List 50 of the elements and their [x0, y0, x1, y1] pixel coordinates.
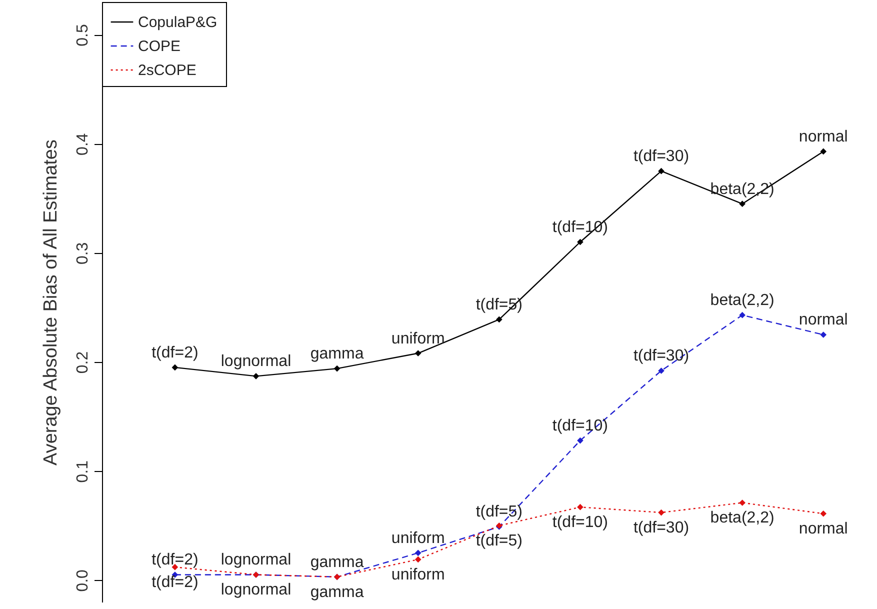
point — [820, 148, 827, 155]
category-label: gamma — [310, 584, 364, 601]
point — [739, 200, 746, 207]
category-label: beta(2,2) — [710, 292, 774, 310]
legend-label: 2sCOPE — [138, 62, 196, 79]
category-label: t(df=10) — [552, 418, 608, 435]
point — [658, 509, 664, 516]
category-label: uniform — [391, 566, 445, 584]
y-tick-label: 0.2 — [74, 351, 92, 374]
y-tick-label: 0.3 — [74, 242, 92, 265]
y-tick-label: 0.4 — [74, 133, 92, 156]
point — [577, 437, 584, 444]
point — [658, 368, 664, 374]
category-label: t(df=10) — [552, 514, 608, 532]
point — [414, 350, 422, 356]
point — [496, 316, 502, 323]
category-label: gamma — [310, 346, 364, 363]
x-tick-label: gamma — [310, 554, 364, 571]
category-label: t(df=5) — [476, 504, 522, 521]
legend-label: COPE — [138, 38, 181, 55]
y-tick-label: 0.1 — [74, 460, 92, 483]
point — [820, 332, 827, 338]
point — [739, 312, 746, 318]
point — [414, 550, 422, 556]
y-tick-label: 0.0 — [74, 569, 92, 592]
point — [739, 500, 746, 506]
category-label: t(df=30) — [633, 520, 690, 537]
x-tick-label: t(df=2) — [152, 552, 198, 569]
x-tick-label: lognormal — [220, 552, 292, 569]
category-label: lognormal — [220, 582, 292, 599]
category-label: beta(2,2) — [710, 510, 774, 527]
category-label: normal — [798, 312, 848, 329]
category-label: t(df=30) — [633, 348, 690, 365]
point — [577, 238, 584, 246]
y-tick-label: 0.5 — [74, 24, 92, 46]
point — [414, 556, 422, 563]
category-label: t(df=2) — [152, 344, 198, 362]
point — [820, 510, 827, 517]
category-label: normal — [798, 520, 848, 538]
legend-label: CopulaP&G — [138, 14, 218, 31]
category-label: uniform — [391, 530, 445, 547]
point — [577, 504, 584, 510]
point — [252, 373, 260, 380]
category-label: lognormal — [220, 353, 292, 370]
y-axis-title: Average Absolute Bias of All Estimates — [40, 140, 62, 466]
category-label: t(df=2) — [152, 574, 198, 592]
point — [658, 168, 664, 174]
category-label: t(df=5) — [476, 532, 522, 550]
point — [172, 364, 178, 371]
point — [334, 365, 340, 372]
